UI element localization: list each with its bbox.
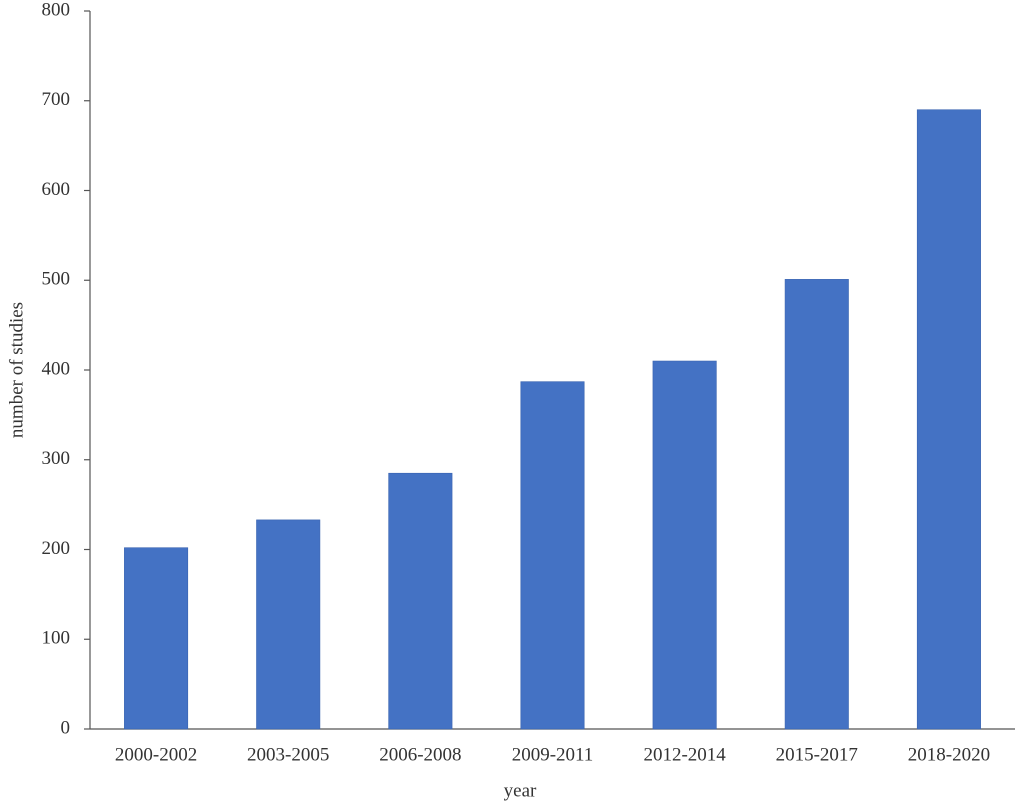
y-tick-label: 600	[42, 179, 71, 200]
bar	[916, 109, 981, 730]
y-tick-label: 800	[42, 0, 71, 20]
bar	[256, 519, 321, 730]
y-tick-label: 700	[42, 89, 71, 110]
bar	[124, 547, 189, 730]
x-tick-label: 2015-2017	[776, 744, 858, 765]
x-axis-label: year	[504, 780, 537, 801]
x-tick-label: 2009-2011	[512, 744, 594, 765]
y-tick-label: 400	[42, 358, 71, 379]
x-tick-label: 2003-2005	[247, 744, 329, 765]
bar	[784, 279, 849, 730]
y-tick-label: 300	[42, 448, 71, 469]
y-tick-label: 200	[42, 538, 71, 559]
x-tick-label: 2012-2014	[643, 744, 726, 765]
x-tick-label: 2006-2008	[379, 744, 461, 765]
y-tick-label: 100	[42, 628, 71, 649]
y-tick-label: 500	[42, 269, 71, 290]
bar	[388, 472, 453, 730]
y-tick-label: 0	[61, 717, 71, 738]
y-axis-label: number of studies	[6, 302, 27, 438]
bar	[520, 381, 585, 730]
bar	[652, 360, 717, 730]
x-tick-label: 2000-2002	[115, 744, 197, 765]
x-tick-label: 2018-2020	[908, 744, 990, 765]
